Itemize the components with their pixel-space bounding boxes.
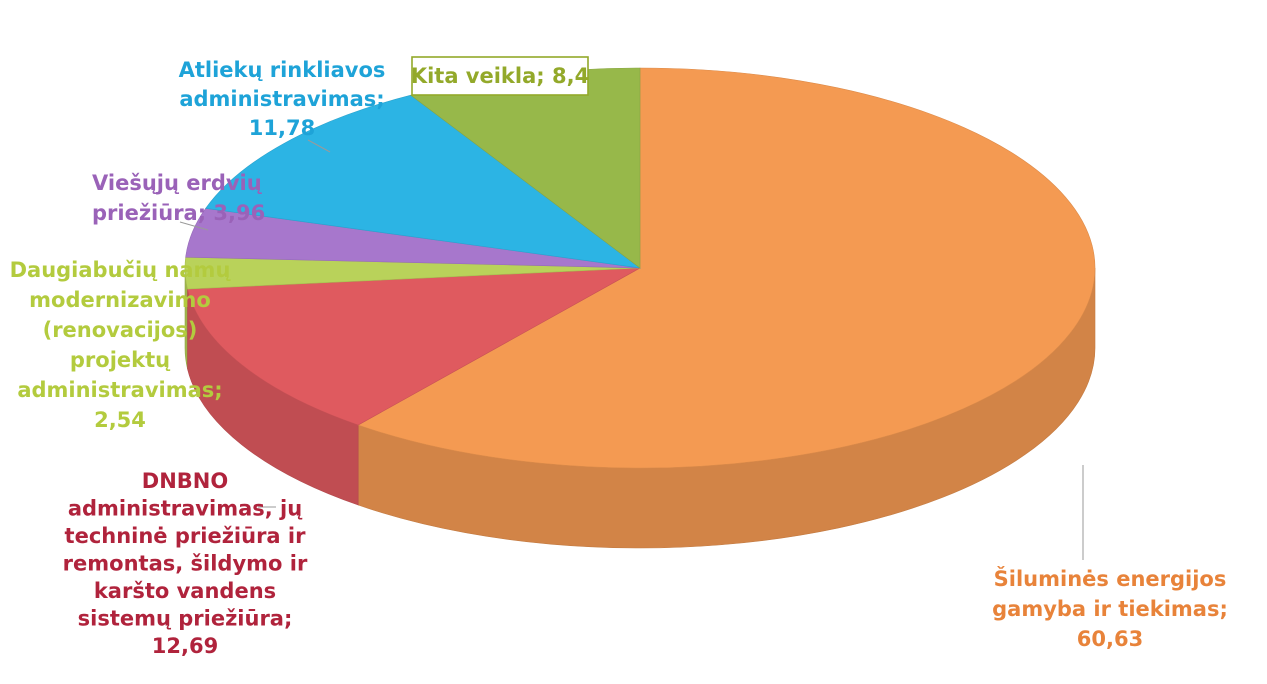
- label-text-dnbno: DNBNO administravimas, jų techninė priežiū…: [63, 469, 308, 658]
- label-siluma: Šiluminės energijos gamyba ir tiekimas; 60…: [992, 566, 1228, 651]
- label-line: gamyba ir tiekimas;: [992, 597, 1228, 621]
- slice-siluma: [357, 67, 1096, 469]
- label-line: modernizavimo: [29, 288, 211, 312]
- label-dnbno: DNBNO administravimas, jų techninė priežiū…: [63, 469, 308, 658]
- leader-line-viesosios-erdves: [179, 221, 209, 231]
- label-line: 11,78: [249, 116, 315, 140]
- label-line: 12,69: [152, 634, 218, 658]
- label-line: Daugiabučių namų: [10, 258, 232, 282]
- leader-lines: [179, 139, 1084, 560]
- label-line: administravimas;: [179, 87, 384, 111]
- label-atliekos: Atliekų rinkliavos administravimas; 11,78: [179, 58, 386, 140]
- label-line: karšto vandens: [94, 579, 276, 603]
- label-viesosios-erdves: Viešųjų erdvių priežiūra; 3,96: [92, 171, 265, 225]
- label-kita-veikla: Kita veikla; 8,4: [411, 56, 589, 96]
- label-line: sistemų priežiūra;: [78, 607, 293, 631]
- label-line: Atliekų rinkliavos: [179, 58, 386, 82]
- label-line: projektų: [70, 348, 171, 372]
- label-text-kita-veikla: Kita veikla; 8,4: [411, 64, 589, 88]
- label-line: remontas, šildymo ir: [63, 552, 308, 576]
- slice-atliekos: [205, 94, 642, 269]
- pie-top-faces: [184, 67, 1096, 469]
- label-line: (renovacijos): [43, 318, 198, 342]
- label-line: administravimas, jų: [68, 497, 303, 521]
- label-line: Viešųjų erdvių: [92, 171, 263, 195]
- slice-labels: Šiluminės energijos gamyba ir tiekimas; 60…: [10, 56, 1228, 658]
- label-line: Kita veikla; 8,4: [411, 64, 589, 88]
- label-line: techninė priežiūra ir: [65, 524, 307, 548]
- label-text-renovacija: Daugiabučių namų modernizavimo (renovacijo…: [10, 258, 232, 432]
- label-line: 2,54: [94, 408, 146, 432]
- label-renovacija: Daugiabučių namų modernizavimo (renovacijo…: [10, 258, 232, 432]
- label-line: 60,63: [1077, 627, 1143, 651]
- slice-dnbno: [187, 267, 641, 426]
- label-line: administravimas;: [17, 378, 222, 402]
- label-line: priežiūra; 3,96: [92, 201, 265, 225]
- label-line: Šiluminės energijos: [994, 566, 1227, 591]
- label-line: DNBNO: [142, 469, 228, 493]
- label-text-siluma: Šiluminės energijos gamyba ir tiekimas; 60…: [992, 566, 1228, 651]
- label-text-viesosios-erdves: Viešųjų erdvių priežiūra; 3,96: [92, 171, 265, 225]
- label-text-atliekos: Atliekų rinkliavos administravimas; 11,78: [179, 58, 386, 140]
- leader-line-atliekos: [307, 139, 331, 153]
- label-box-kita-veikla: [411, 56, 589, 96]
